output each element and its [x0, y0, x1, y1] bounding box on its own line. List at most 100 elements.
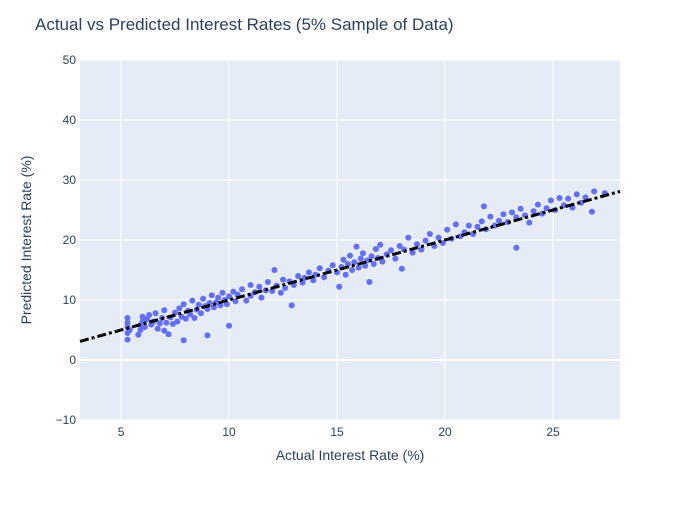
scatter-point	[219, 289, 226, 296]
scatter-point	[271, 267, 278, 273]
scatter-point	[336, 283, 343, 290]
scatter-point	[156, 320, 163, 327]
scatter-point	[435, 234, 442, 241]
scatter-point	[277, 289, 284, 296]
y-tick-label: 20	[63, 233, 77, 247]
scatter-point	[161, 327, 168, 334]
scatter-point	[280, 276, 287, 283]
scatter-point	[496, 217, 503, 224]
scatter-point	[388, 247, 395, 254]
scatter-point	[232, 298, 239, 305]
scatter-point	[223, 301, 230, 308]
scatter-point	[230, 288, 237, 295]
scatter-point	[362, 262, 369, 269]
scatter-point	[247, 282, 254, 288]
scatter-point	[264, 279, 271, 285]
scatter-point	[200, 295, 207, 302]
scatter-point	[124, 319, 131, 326]
scatter-point	[243, 297, 250, 304]
scatter-point	[258, 294, 265, 301]
scatter-point	[256, 283, 263, 290]
scatter-point	[588, 208, 595, 215]
scatter-point	[180, 301, 187, 308]
scatter-point	[396, 243, 403, 249]
scatter-point	[321, 274, 328, 281]
scatter-point	[124, 315, 131, 321]
scatter-point	[426, 231, 433, 237]
scatter-point	[197, 310, 204, 317]
scatter-point	[487, 213, 494, 220]
scatter-point	[174, 318, 181, 325]
y-tick-label: 0	[69, 353, 76, 367]
scatter-point	[161, 307, 168, 314]
scatter-point	[295, 273, 302, 279]
scatter-point	[239, 286, 245, 293]
scatter-point	[353, 243, 360, 250]
scatter-point	[530, 208, 537, 215]
scatter-point	[500, 211, 507, 218]
scatter-point	[355, 264, 362, 271]
scatter-point	[526, 219, 533, 226]
scatter-point	[316, 265, 323, 272]
scatter-point	[377, 241, 384, 248]
scatter-point	[165, 331, 172, 338]
scatter-point	[226, 293, 233, 300]
scatter-point	[556, 195, 563, 201]
scatter-point	[226, 322, 233, 329]
x-tick-label: 15	[330, 425, 344, 439]
scatter-point	[176, 305, 183, 312]
y-tick-label: 50	[63, 53, 77, 67]
y-axis-label: Predicted Interest Rate (%)	[18, 156, 34, 325]
scatter-point	[191, 315, 198, 321]
scatter-point	[137, 327, 144, 333]
scatter-point	[368, 253, 375, 260]
scatter-point	[513, 244, 520, 251]
scatter-point	[187, 311, 194, 318]
scatter-point	[452, 221, 459, 228]
scatter-point	[392, 255, 399, 262]
scatter-point	[349, 267, 356, 273]
y-tick-label: −10	[56, 413, 77, 427]
scatter-point	[347, 252, 353, 259]
scatter-point	[474, 223, 481, 230]
scatter-point	[409, 249, 416, 256]
scatter-point	[182, 315, 189, 322]
y-tick-label: 10	[63, 293, 77, 307]
scatter-point	[180, 337, 187, 344]
grid-lines	[80, 59, 620, 421]
x-tick-label: 5	[118, 425, 125, 439]
scatter-point	[340, 256, 347, 263]
scatter-point	[152, 310, 159, 317]
scatter-point	[288, 302, 295, 309]
scatter-point	[370, 261, 377, 267]
scatter-point	[269, 288, 276, 294]
scatter-point	[154, 325, 161, 332]
scatter-point	[204, 332, 211, 339]
scatter-point	[210, 304, 217, 311]
x-tick-label: 20	[438, 425, 452, 439]
scatter-point	[413, 241, 420, 248]
scatter-point	[342, 271, 349, 278]
scatter-point	[517, 205, 524, 212]
scatter-point	[124, 336, 131, 343]
scatter-point	[478, 218, 485, 225]
scatter-point	[582, 194, 589, 201]
x-axis-label: Actual Interest Rate (%)	[276, 447, 425, 463]
scatter-point	[366, 279, 373, 285]
scatter-point	[534, 201, 541, 208]
scatter-point	[465, 222, 472, 229]
scatter-point	[422, 237, 429, 244]
scatter-point	[480, 203, 487, 210]
scatter-point	[141, 324, 148, 330]
scatter-point	[418, 246, 425, 253]
y-tick-label: 30	[63, 173, 77, 187]
scatter-point	[543, 205, 550, 212]
scatter-point	[146, 312, 153, 318]
scatter-point	[282, 285, 289, 291]
scatter-point	[509, 209, 515, 216]
reference-line	[79, 189, 621, 343]
scatter-point	[208, 292, 215, 299]
x-tick-label: 25	[546, 425, 560, 439]
